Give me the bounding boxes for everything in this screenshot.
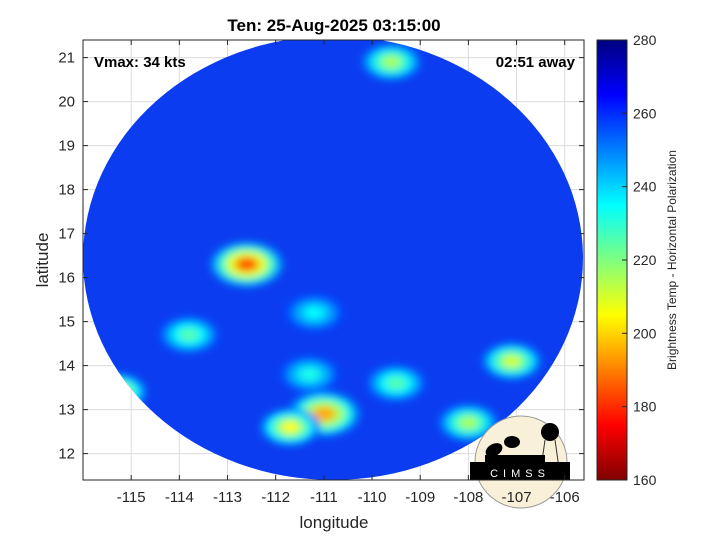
brightness-feature [179, 328, 199, 341]
brightness-feature [299, 368, 320, 381]
y-tick-label: 14 [58, 358, 75, 375]
y-tick-label: 15 [58, 314, 75, 331]
y-tick-label: 21 [58, 50, 75, 67]
y-tick-label: 20 [58, 94, 75, 111]
x-axis-label: longitude [299, 513, 368, 532]
y-axis-label: latitude [33, 233, 52, 288]
y-tick-label: 19 [58, 138, 75, 155]
x-tick-label: -108 [453, 489, 483, 506]
colorbar-tick-label: 240 [633, 179, 657, 195]
x-tick-label: -113 [213, 489, 242, 506]
cimss-logo-text: CIMSS [490, 468, 550, 480]
brightness-feature [304, 306, 324, 319]
brightness-feature [502, 355, 522, 368]
y-tick-label: 17 [58, 226, 75, 243]
chart-title: Ten: 25-Aug-2025 03:15:00 [227, 16, 440, 35]
x-tick-label: -112 [261, 489, 290, 506]
colorbar-ticks: 160 180 200 220 240 260 280 [622, 32, 657, 488]
axes-box [82, 39, 585, 481]
colorbar-label: Brightness Temp - Horizontal Polarizatio… [665, 150, 679, 370]
colorbar-tick-label: 220 [633, 252, 657, 268]
brightness-feature [381, 56, 401, 68]
colorbar-tick-label: 160 [633, 472, 657, 488]
x-tick-label: -110 [358, 489, 387, 506]
colorbar-tick-label: 180 [633, 399, 657, 415]
brightness-feature [280, 421, 300, 434]
y-tick-label: 12 [58, 446, 75, 463]
brightness-feature [235, 257, 259, 272]
x-tick-label: -114 [165, 489, 194, 506]
x-tick-label: -111 [310, 489, 338, 506]
swath-disk [83, 40, 583, 480]
colorbar-tick-label: 280 [633, 32, 657, 48]
brightness-feature [458, 416, 478, 429]
x-tick-label: -109 [405, 489, 435, 506]
x-tick-label: -106 [550, 489, 580, 506]
axis-ticks: -115 -114 -113 -112 -111 -110 -109 -108 -107 -106… [58, 40, 584, 506]
x-tick-label: -115 [117, 489, 146, 506]
x-tick-label: -107 [502, 489, 532, 506]
time-away-annotation: 02:51 away [496, 54, 576, 71]
vmax-annotation: Vmax: 34 kts [94, 54, 186, 71]
brightness-feature [386, 377, 406, 390]
colorbar-tick-label: 260 [633, 105, 657, 121]
colorbar-tick-label: 200 [633, 325, 657, 341]
y-tick-label: 13 [58, 402, 75, 419]
brightness-feature [312, 406, 336, 422]
y-tick-label: 18 [58, 182, 75, 199]
cimss-logo: CIMSS [470, 415, 570, 509]
y-tick-label: 16 [58, 270, 75, 287]
